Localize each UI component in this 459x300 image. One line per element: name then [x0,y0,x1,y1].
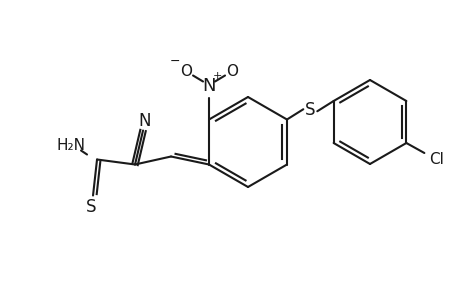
Text: S: S [85,197,96,215]
Text: −: − [169,55,180,68]
Text: N: N [202,76,215,94]
Text: O: O [179,64,191,79]
Text: N: N [139,112,151,130]
Text: Cl: Cl [428,152,443,166]
Text: H₂N: H₂N [56,138,85,153]
Text: +: + [212,70,221,80]
Text: O: O [225,64,237,79]
Text: S: S [304,101,315,119]
